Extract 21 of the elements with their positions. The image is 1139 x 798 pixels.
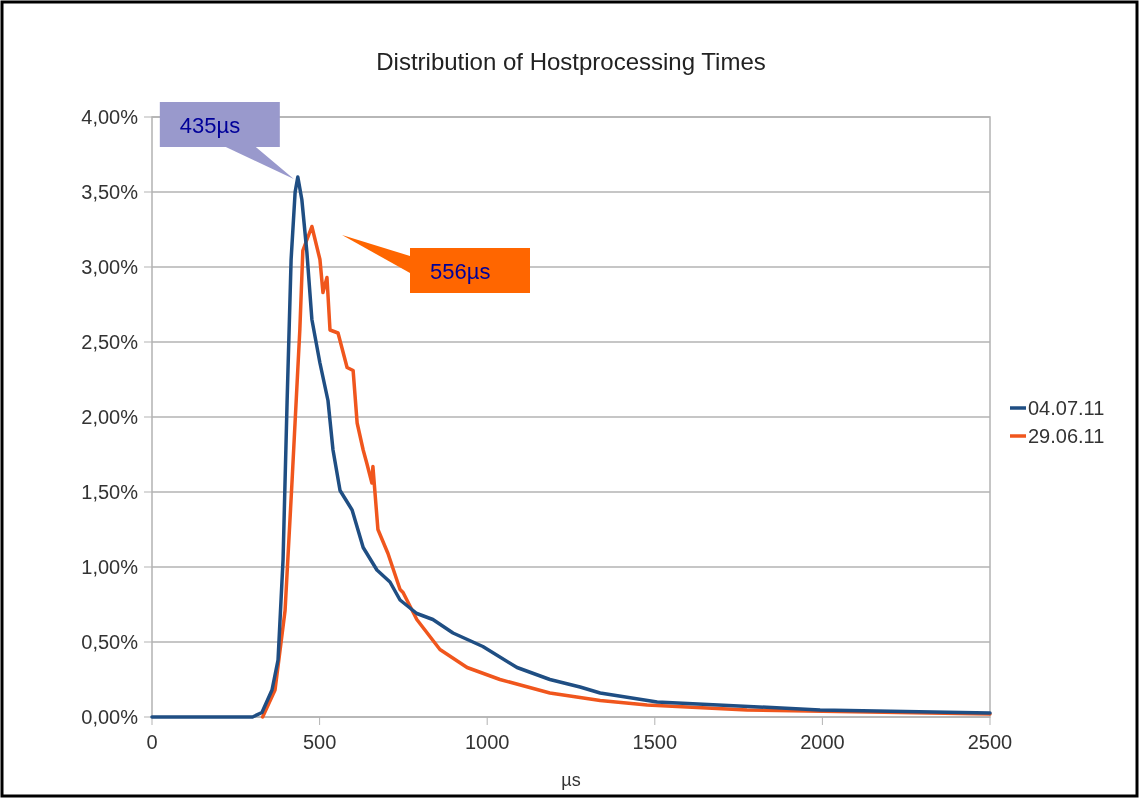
y-tick-label: 2,50%	[81, 331, 139, 353]
x-tick-label: 0	[146, 731, 158, 753]
y-tick-label: 0,00%	[81, 706, 139, 728]
y-tick-label: 3,50%	[81, 181, 139, 203]
y-tick-label: 1,00%	[81, 556, 139, 578]
x-tick-label: 1500	[632, 731, 678, 753]
x-tick-label: 500	[302, 731, 337, 753]
y-tick-label: 3,00%	[81, 256, 139, 278]
annotation: 435µs	[179, 113, 241, 138]
annotation: 556µs	[430, 259, 491, 284]
y-tick-label: 2,00%	[81, 406, 139, 428]
legend-label: 29.06.11	[1028, 425, 1105, 447]
legend-label: 04.07.11	[1028, 397, 1105, 419]
y-tick-label: 4,00%	[81, 106, 139, 128]
x-tick-label: 2000	[800, 731, 845, 753]
y-tick-label: 1,50%	[81, 481, 139, 503]
x-axis-title: µs	[561, 770, 581, 790]
chart-title: Distribution of Hostprocessing Times	[376, 48, 766, 75]
x-tick-label: 2500	[967, 731, 1013, 753]
x-tick-label: 1000	[464, 731, 510, 753]
y-tick-label: 0,50%	[81, 631, 139, 653]
